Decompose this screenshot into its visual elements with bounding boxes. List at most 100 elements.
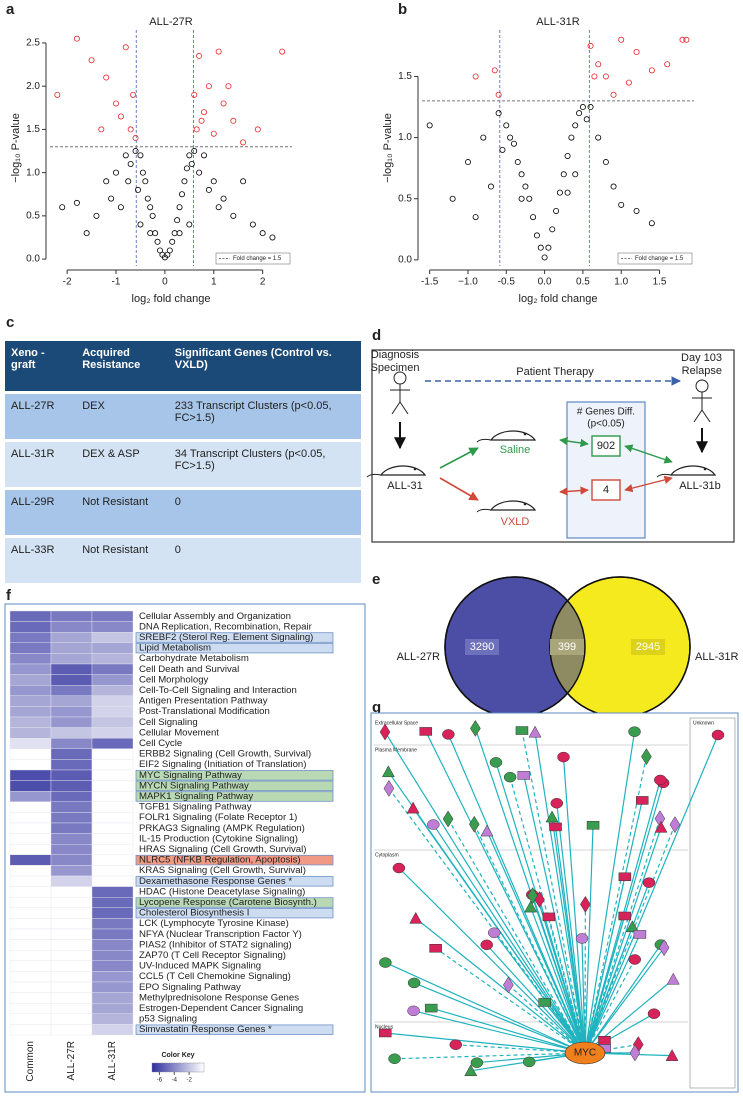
node bbox=[618, 872, 632, 882]
heat-cell bbox=[91, 960, 134, 972]
point bbox=[125, 178, 132, 185]
edge bbox=[532, 895, 586, 1054]
heat-cell bbox=[50, 642, 93, 654]
region-label: Cytoplasm bbox=[375, 852, 399, 858]
point bbox=[225, 83, 232, 90]
mouse-eye bbox=[413, 467, 417, 471]
edge bbox=[584, 756, 647, 1054]
node bbox=[549, 822, 562, 832]
point bbox=[186, 152, 193, 159]
panel-letter: e bbox=[372, 571, 380, 588]
point bbox=[495, 91, 502, 98]
point bbox=[472, 73, 479, 80]
node bbox=[379, 723, 391, 741]
node bbox=[658, 939, 670, 957]
row-label: SREBF2 (Sterol Reg. Element Signaling) bbox=[139, 632, 313, 643]
point bbox=[254, 126, 261, 133]
heat-cell bbox=[9, 950, 52, 962]
heat-cell bbox=[9, 748, 52, 760]
mouse-eye bbox=[523, 432, 527, 436]
key-tick-label: -2 bbox=[186, 1078, 192, 1084]
point bbox=[522, 183, 529, 190]
table-row: ALL-33R Not Resistant 0 bbox=[5, 538, 361, 583]
row-label: Cell Death and Survival bbox=[139, 664, 239, 675]
point bbox=[188, 160, 195, 167]
heat-cell bbox=[91, 610, 134, 622]
edge bbox=[584, 876, 626, 1054]
key-tick-label: -6 bbox=[157, 1078, 163, 1084]
diagram-text: # Genes Diff. bbox=[577, 407, 635, 418]
heat-cell bbox=[91, 886, 134, 898]
row-label: DNA Replication, Recombination, Repair bbox=[139, 621, 313, 632]
point bbox=[139, 169, 146, 176]
heat-cell bbox=[9, 897, 52, 909]
hub-label: MYC bbox=[574, 1048, 596, 1059]
mouse-eye bbox=[523, 502, 527, 506]
diagram-text: Relapse bbox=[682, 365, 722, 377]
heat-cell bbox=[50, 663, 93, 675]
point bbox=[98, 126, 105, 133]
point bbox=[54, 91, 61, 98]
table-row: ALL-31R DEX & ASP 34 Transcript Clusters (… bbox=[5, 442, 361, 487]
heat-cell bbox=[91, 971, 134, 983]
node bbox=[545, 810, 559, 823]
venn-count-box bbox=[631, 639, 665, 655]
node bbox=[419, 727, 433, 736]
venn-count: 399 bbox=[558, 641, 576, 653]
edge bbox=[584, 934, 641, 1054]
point bbox=[152, 230, 159, 237]
y-tick-label: 2.0 bbox=[26, 81, 40, 92]
point bbox=[169, 238, 176, 245]
diagram-text: (p<0.05) bbox=[587, 419, 625, 430]
heat-cell bbox=[91, 663, 134, 675]
node bbox=[424, 1003, 438, 1013]
heat-cell bbox=[9, 822, 52, 834]
point bbox=[556, 189, 563, 196]
row-label: ERBB2 Signaling (Cell Growth, Survival) bbox=[139, 749, 311, 760]
venn-count-box bbox=[465, 639, 499, 655]
row-label: UV-Induced MAPK Signaling bbox=[139, 961, 261, 972]
point bbox=[240, 178, 247, 185]
node bbox=[669, 816, 681, 834]
row-label: Antigen Presentation Pathway bbox=[139, 696, 268, 707]
heat-cell bbox=[91, 844, 134, 856]
heat-cell bbox=[91, 875, 134, 887]
edge bbox=[534, 732, 586, 1054]
table-header-cell: Significant Genes (Control vs. VXLD) bbox=[168, 341, 361, 391]
diagram-text: 902 bbox=[597, 440, 615, 452]
row-label: NLRC5 (NFKB Regulation, Apoptosis) bbox=[139, 855, 301, 866]
node bbox=[580, 895, 591, 913]
mouse-tail bbox=[476, 438, 492, 443]
row-highlight bbox=[135, 907, 334, 919]
panel-letter: g bbox=[372, 699, 381, 716]
heat-cell bbox=[50, 865, 93, 877]
heat-cell bbox=[50, 1024, 93, 1036]
edge bbox=[493, 932, 586, 1054]
table-cell: 0 bbox=[168, 538, 361, 583]
edge bbox=[551, 816, 586, 1054]
arrow bbox=[439, 447, 479, 469]
point bbox=[545, 244, 552, 251]
mouse-tail bbox=[476, 508, 492, 513]
row-label: KRAS Signaling (Cell Growth, Survival) bbox=[139, 865, 306, 876]
point bbox=[587, 104, 594, 111]
point bbox=[240, 139, 247, 146]
row-highlight bbox=[135, 791, 334, 802]
y-tick-label: 1.0 bbox=[398, 132, 412, 143]
point bbox=[499, 146, 506, 153]
heat-cell bbox=[91, 1013, 134, 1025]
y-tick-label: 1.5 bbox=[26, 124, 40, 135]
node bbox=[427, 819, 440, 830]
node bbox=[406, 801, 420, 814]
point bbox=[147, 230, 154, 237]
edge bbox=[432, 824, 586, 1054]
heat-cell bbox=[9, 738, 52, 750]
panel-frame bbox=[4, 603, 366, 1093]
point bbox=[130, 91, 137, 98]
node bbox=[480, 824, 494, 837]
point bbox=[564, 189, 571, 196]
node bbox=[522, 1056, 536, 1068]
point bbox=[530, 214, 537, 221]
point bbox=[230, 212, 237, 219]
edge bbox=[431, 1007, 586, 1054]
